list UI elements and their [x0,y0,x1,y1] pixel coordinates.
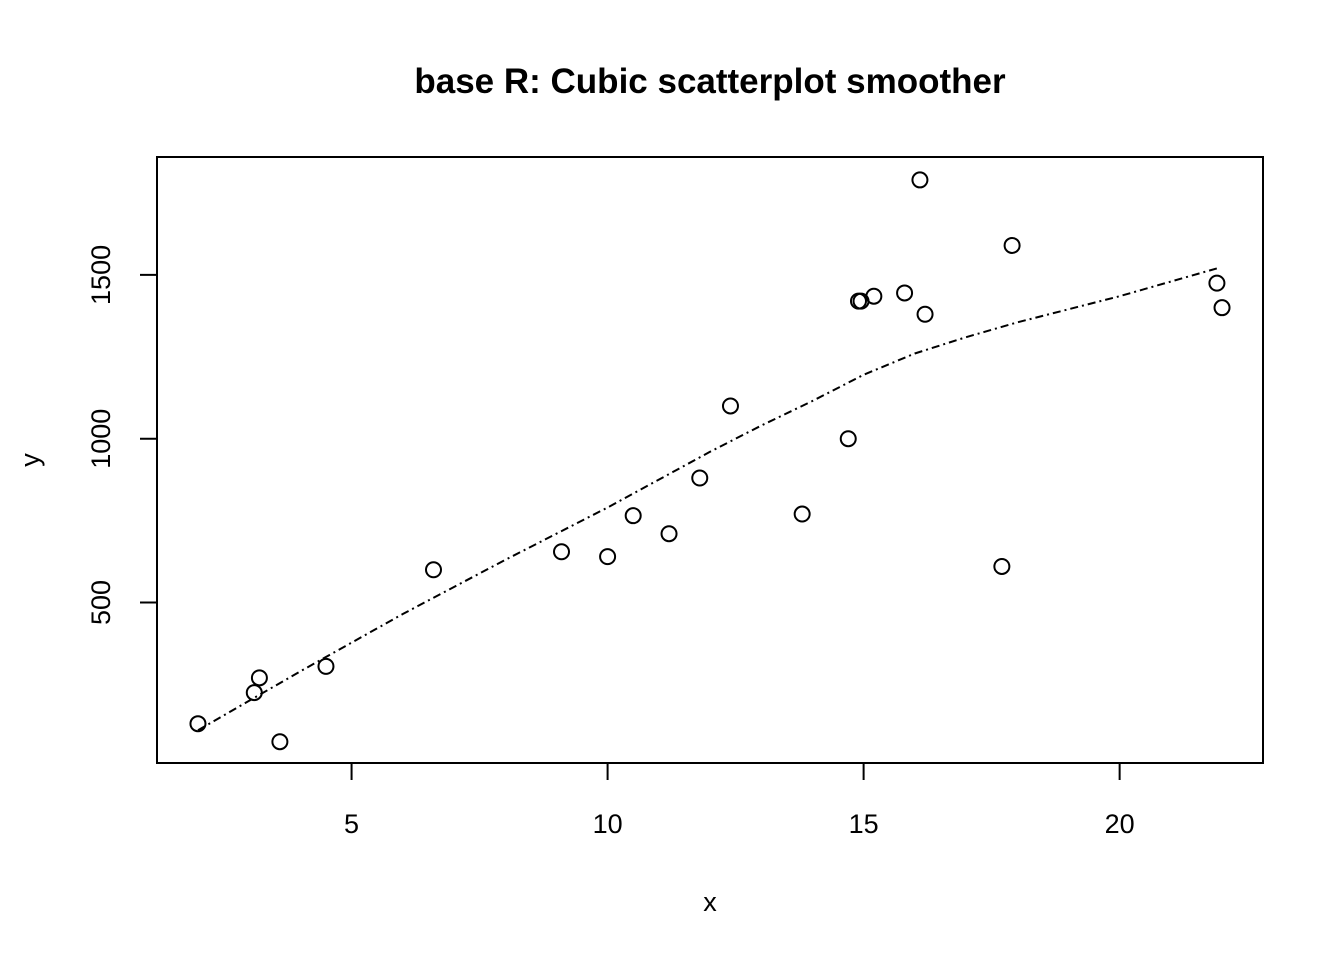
x-tick-label: 10 [593,809,623,839]
x-tick-label: 5 [344,809,359,839]
y-axis-label: y [15,453,45,467]
data-point [911,171,929,189]
data-point [896,284,914,302]
data-point [1003,236,1021,254]
data-point [691,469,709,487]
y-tick-label: 1000 [86,409,116,469]
x-tick-label: 15 [849,809,879,839]
data-point [553,543,571,561]
data-point [993,557,1011,575]
data-point [1213,299,1231,317]
data-point [660,525,678,543]
data-point [1208,274,1226,292]
plot-frame [156,156,1264,764]
data-point [245,684,263,702]
x-axis: 5 10 15 20 [344,763,1135,839]
data-point [793,505,811,523]
x-tick-label: 20 [1105,809,1135,839]
x-axis-label: x [703,887,717,917]
data-point [916,305,934,323]
data-point [865,287,883,305]
data-point [839,430,857,448]
data-point [189,715,207,733]
data-point [624,507,642,525]
data-point [721,397,739,415]
y-tick-label: 1500 [86,245,116,305]
data-point [317,657,335,675]
data-point [271,733,289,751]
chart-title: base R: Cubic scatterplot smoother [414,62,1006,101]
y-axis: 500 1000 1500 [86,245,157,625]
y-tick-label: 500 [86,580,116,625]
data-point [250,669,268,687]
smoother-line [197,267,1218,732]
data-point [599,548,617,566]
data-point [425,561,442,579]
data-series [189,171,1231,751]
